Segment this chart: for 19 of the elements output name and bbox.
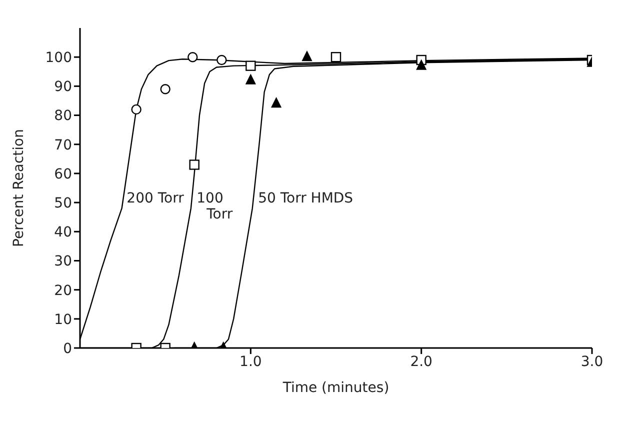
annotation: 50 Torr HMDS	[258, 190, 354, 207]
annotation: 100 Torr	[196, 190, 233, 223]
x-tick-label: 3.0	[580, 354, 604, 370]
y-tick-label: 80	[54, 108, 72, 124]
y-tick-label: 20	[54, 282, 72, 299]
x-tick-label: 2.0	[410, 354, 432, 370]
y-tick-label: 60	[54, 166, 72, 182]
x-axis-title: Time (minutes)	[282, 380, 390, 396]
y-tick-label: 70	[54, 137, 72, 154]
y-tick-label: 10	[54, 312, 72, 328]
y-tick-label: 40	[54, 224, 72, 241]
y-axis-title: Percent Reaction	[10, 129, 27, 247]
y-tick-label: 0	[63, 340, 72, 357]
y-tick-label: 50	[54, 196, 72, 212]
y-tick-label: 30	[54, 254, 72, 270]
y-tick-label: 90	[54, 79, 72, 96]
y-tick-label: 100	[45, 50, 72, 66]
annotation: 200 Torr	[126, 190, 184, 207]
x-tick-label: 1.0	[240, 354, 262, 370]
